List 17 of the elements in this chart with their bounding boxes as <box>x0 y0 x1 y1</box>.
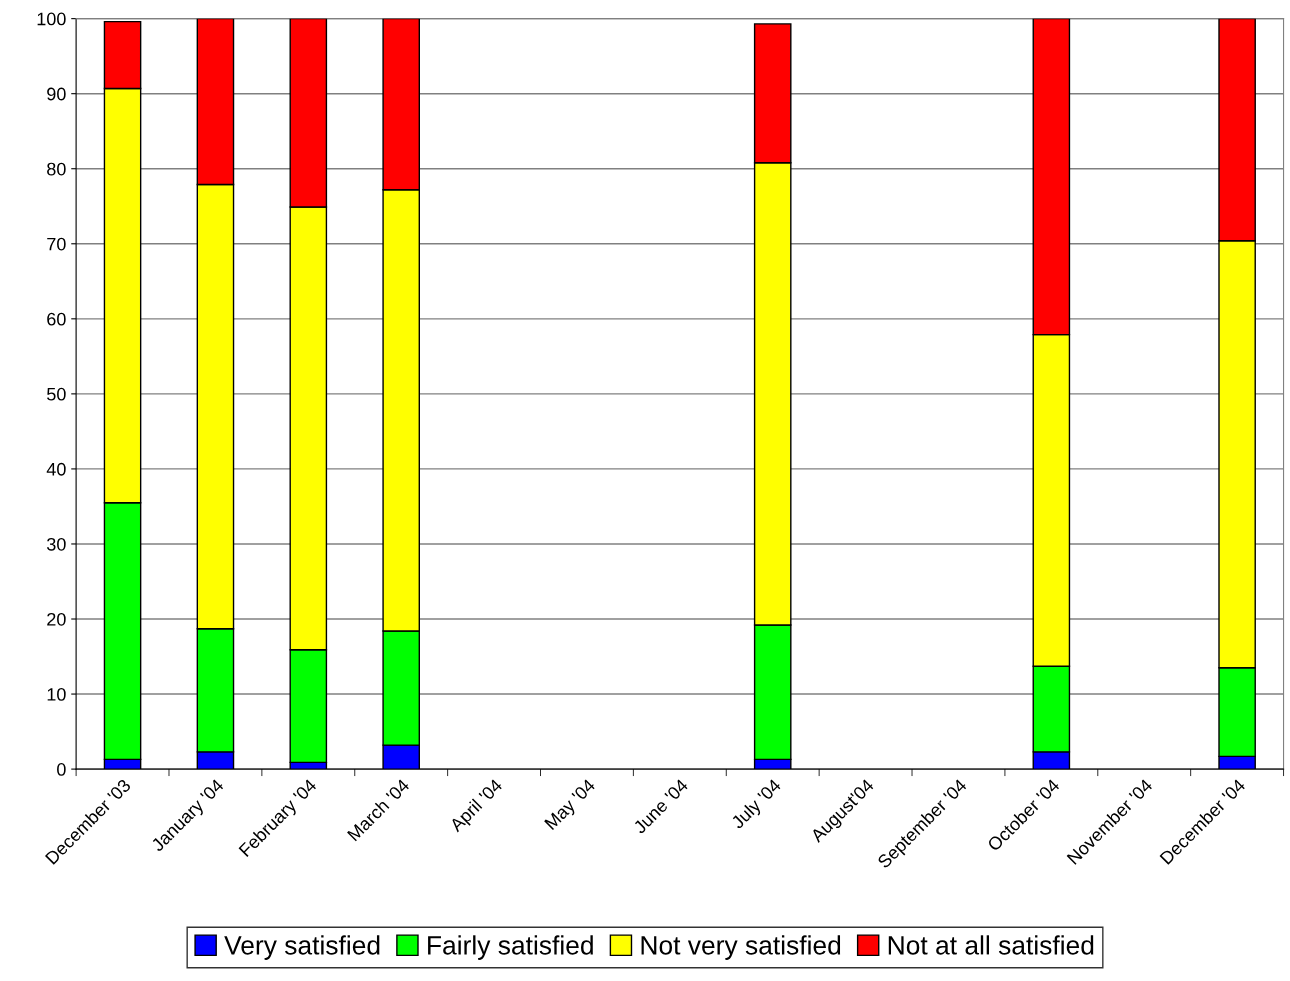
legend-label: Very satisfied <box>224 935 380 960</box>
legend-label: Not at all satisfied <box>888 935 1094 955</box>
y-tick-label: 30 <box>46 537 66 551</box>
x-tick-label: May '04 <box>544 778 599 833</box>
x-tick-label: July '04 <box>730 777 785 833</box>
y-tick-label: 20 <box>47 612 66 626</box>
legend-label: Not very satisfied <box>641 935 841 960</box>
y-tick-label: 40 <box>46 462 66 476</box>
y-tick-label: 10 <box>47 687 66 701</box>
y-tick-label: 100 <box>37 12 66 26</box>
y-tick-label: 0 <box>57 763 66 776</box>
y-tick-label: 60 <box>47 312 66 326</box>
legend-label: Fairly satisfied <box>428 935 593 960</box>
y-tick-label: 80 <box>47 162 66 176</box>
y-tick-label: 90 <box>47 87 66 101</box>
y-tick-label: 70 <box>47 237 66 251</box>
y-tick-label: 50 <box>47 387 66 401</box>
